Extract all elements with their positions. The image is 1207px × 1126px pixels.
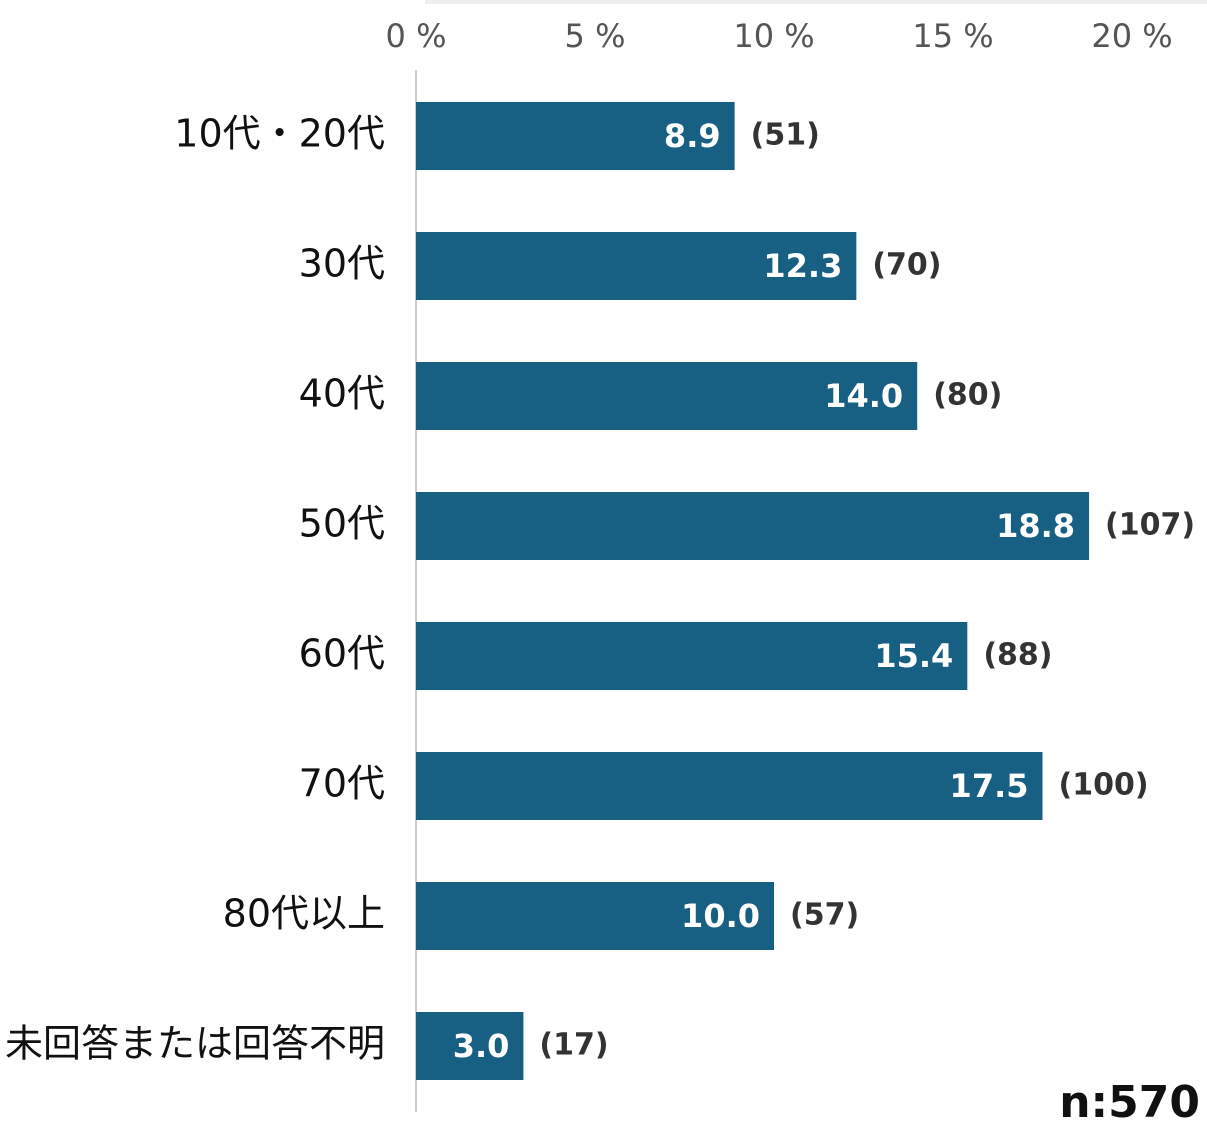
count-label: (51): [751, 118, 820, 153]
bar: [416, 752, 1043, 820]
value-label: 3.0: [453, 1027, 510, 1065]
count-label: (100): [1059, 768, 1149, 803]
category-label: 30代: [299, 242, 385, 286]
value-label: 14.0: [824, 377, 903, 415]
count-label: (88): [983, 638, 1052, 673]
value-label: 17.5: [950, 767, 1029, 805]
count-label: (80): [933, 378, 1002, 413]
bar: [416, 362, 918, 430]
count-label: (70): [872, 248, 941, 283]
x-tick-label: 5 %: [565, 17, 626, 55]
count-label: (17): [539, 1028, 608, 1063]
x-tick-label: 15 %: [912, 17, 993, 55]
x-tick-label: 0 %: [386, 17, 447, 55]
value-label: 8.9: [664, 117, 721, 155]
bar: [416, 232, 857, 300]
category-label: 60代: [299, 632, 385, 676]
category-label: 80代以上: [223, 892, 385, 936]
category-label: 10代・20代: [174, 112, 385, 156]
bar: [416, 102, 735, 170]
sample-note: n:570: [1059, 1077, 1200, 1126]
bar: [416, 882, 774, 950]
bar: [416, 492, 1090, 560]
category-label: 未回答または回答不明: [5, 1022, 385, 1066]
value-label: 12.3: [763, 247, 842, 285]
value-label: 10.0: [681, 897, 760, 935]
count-label: (57): [790, 898, 859, 933]
bar: [416, 1012, 524, 1080]
x-tick-label: 20 %: [1091, 17, 1172, 55]
category-label: 70代: [299, 762, 385, 806]
value-label: 15.4: [874, 637, 953, 675]
bar: [416, 622, 968, 690]
count-label: (107): [1105, 508, 1195, 543]
category-label: 40代: [299, 372, 385, 416]
category-label: 50代: [299, 502, 385, 546]
value-label: 18.8: [996, 507, 1075, 545]
x-tick-label: 10 %: [733, 17, 814, 55]
top-band: [425, 0, 1207, 4]
